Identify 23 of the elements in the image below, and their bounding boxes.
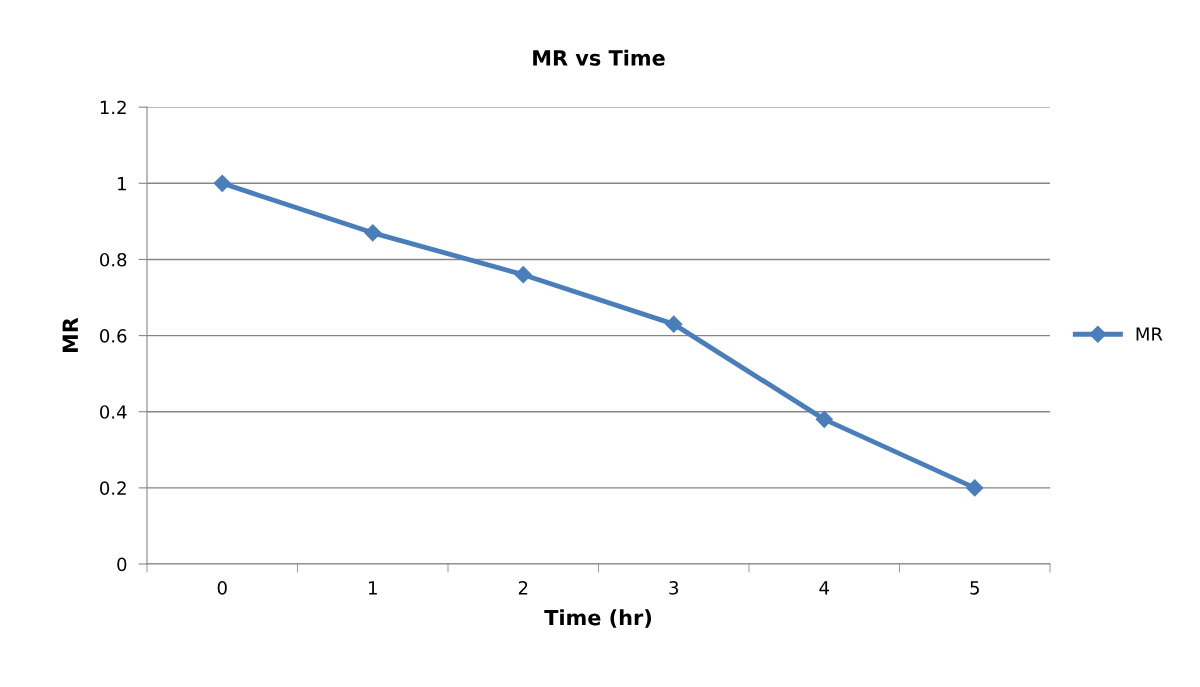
point — [514, 266, 532, 284]
chart-title: MR vs Time — [533, 49, 665, 66]
point — [665, 315, 683, 333]
point — [815, 410, 833, 428]
y-tick-label: 0.4 — [100, 405, 127, 419]
y-tick-label: 0.6 — [100, 329, 127, 343]
x-tick-label: 0 — [217, 581, 227, 595]
x-tick-label: 1 — [368, 581, 377, 595]
y-tick-label: 0 — [117, 557, 127, 572]
point — [364, 224, 382, 242]
point — [213, 174, 231, 192]
y-tick-label: 1.2 — [100, 100, 126, 115]
x-tick-label: 3 — [669, 581, 679, 595]
y-tick-label: 0.8 — [100, 252, 127, 267]
point — [966, 479, 984, 497]
x-tick-label: 4 — [819, 581, 829, 595]
legend-label: MR — [1136, 327, 1163, 341]
y-tick-label: 0.2 — [100, 481, 126, 495]
x-axis-title: Time (hr) — [544, 609, 651, 628]
y-tick-label: 1 — [118, 177, 126, 191]
x-tick-label: 5 — [970, 581, 979, 595]
x-tick-label: 2 — [518, 581, 528, 595]
y-axis-title: MR — [62, 317, 78, 353]
